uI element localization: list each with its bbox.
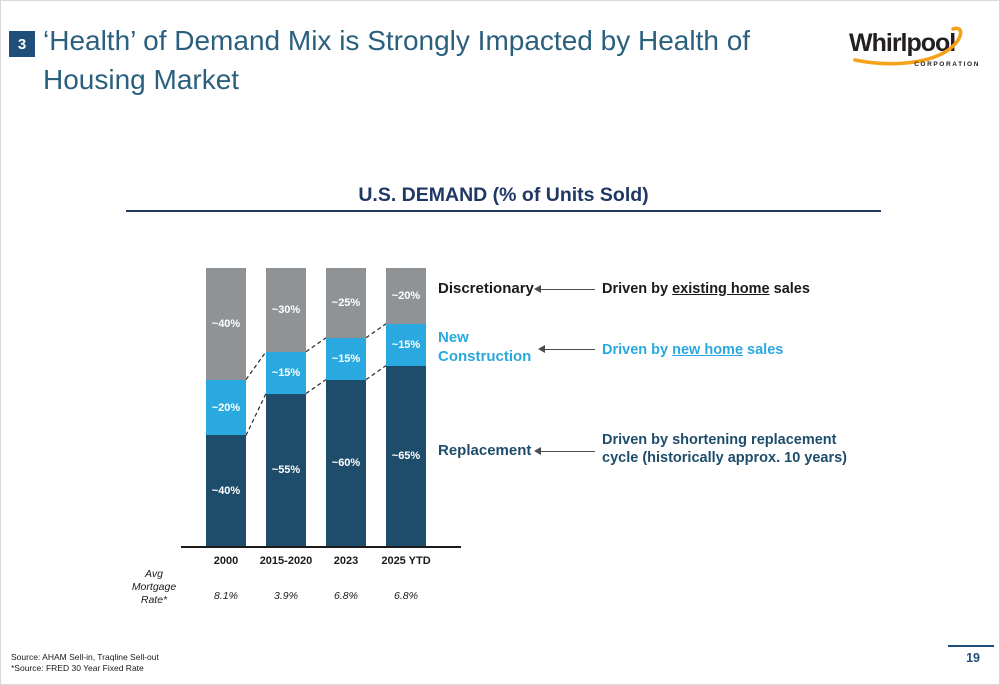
bar-2025-ytd: ~65% ~15% ~20% [386,268,426,547]
mortgage-rate-value-2000: 8.1% [214,590,238,602]
stacked-bar-chart: ~40% ~20% ~40% ~55% ~15% ~30% ~60% ~15% ~25% ~65%… [206,268,426,547]
segment-discretionary: ~30% [266,268,306,352]
desc-discretionary-suffix: sales [769,281,810,297]
source-footnote-line2: *Source: FRED 30 Year Fixed Rate [11,663,144,673]
segment-value-label: ~15% [271,366,301,379]
legend-new-construction-line2: Construction [438,348,532,365]
x-tick-2025-ytd: 2025 YTD [381,555,431,567]
slide-title-line2: Housing Market [43,64,240,95]
desc-discretionary: Driven by existing home sales [602,281,810,299]
desc-discretionary-prefix: Driven by [602,281,673,297]
mortgage-rate-label-line1: Avg [145,568,163,580]
segment-value-label: ~65% [391,450,421,463]
segment-value-label: ~40% [211,485,241,498]
mortgage-rate-label-line3: Rate* [140,594,168,606]
source-footnote: Source: AHAM Sell-in, Traqline Sell-out … [11,652,159,674]
arrow-head-icon [534,285,541,293]
bar-2000: ~40% ~20% ~40% [206,268,246,547]
legend-new-construction-line1: New [438,329,469,346]
segment-value-label: ~20% [391,289,421,302]
logo-subtext: CORPORATION [914,61,980,68]
mortgage-rate-value-2015-2020: 3.9% [274,590,298,602]
segment-value-label: ~40% [211,317,241,330]
arrow-head-icon [534,447,541,455]
segment-value-label: ~25% [331,296,361,309]
page-number: 19 [966,651,980,665]
x-tick-2000: 2000 [213,555,239,567]
desc-new-construction: Driven by new home sales [602,342,783,360]
legend-replacement: Replacement [438,442,532,459]
legend-discretionary: Discretionary [438,280,534,297]
whirlpool-logo-graphic: Whirlpool CORPORATION [849,26,980,68]
x-tick-2015-2020: 2015-2020 [259,555,313,567]
slide-number-badge: 3 [9,31,35,57]
slide-title: ‘Health’ of Demand Mix is Strongly Impac… [43,21,853,99]
segment-value-label: ~15% [331,352,361,365]
mortgage-rate-value-2025-ytd: 6.8% [394,590,418,602]
segment-new-construction: ~20% [206,379,246,436]
logo-swoosh-icon [853,26,963,66]
page-number-rule [948,645,994,647]
bar-2023: ~60% ~15% ~25% [326,268,366,547]
x-axis-line [181,546,461,548]
segment-replacement: ~60% [326,379,366,547]
desc-new-construction-prefix: Driven by [602,342,673,358]
segment-new-construction: ~15% [326,337,366,380]
desc-new-construction-underlined: new home [672,342,744,358]
segment-value-label: ~15% [391,338,421,351]
desc-replacement-line1: Driven by shortening replacement [602,432,837,448]
arrow-replacement [534,447,595,455]
legend-new-construction: New Construction [438,328,531,366]
desc-discretionary-underlined: existing home [672,281,770,297]
chart-title-rule [126,210,881,212]
arrow-new-construction [538,345,595,353]
segment-value-label: ~20% [211,401,241,414]
mortgage-rate-value-2023: 6.8% [334,590,358,602]
segment-replacement: ~65% [386,365,426,547]
segment-new-construction: ~15% [386,323,426,366]
segment-replacement: ~40% [206,435,246,547]
slide-title-line1: ‘Health’ of Demand Mix is Strongly Impac… [43,25,751,56]
segment-value-label: ~60% [331,457,361,470]
bar-2015-2020: ~55% ~15% ~30% [266,268,306,547]
chart-title: U.S. DEMAND (% of Units Sold) [358,184,649,206]
desc-replacement-line2: cycle (historically approx. 10 years) [602,449,848,466]
segment-replacement: ~55% [266,393,306,547]
mortgage-rate-label: Avg Mortgage Rate* [124,568,184,607]
whirlpool-logo: Whirlpool CORPORATION [847,21,987,73]
x-tick-2023: 2023 [333,555,359,567]
desc-new-construction-suffix: sales [743,342,784,358]
segment-new-construction: ~15% [266,351,306,394]
mortgage-rate-label-line2: Mortgage [131,581,177,593]
segment-discretionary: ~20% [386,268,426,324]
arrow-head-icon [538,345,545,353]
arrow-discretionary [534,285,595,293]
desc-replacement: Driven by shortening replacement cycle (… [602,432,847,467]
segment-value-label: ~55% [271,464,301,477]
source-footnote-line1: Source: AHAM Sell-in, Traqline Sell-out [11,652,159,662]
segment-discretionary: ~25% [326,268,366,338]
segment-discretionary: ~40% [206,268,246,380]
segment-value-label: ~30% [271,303,301,316]
logo-wordmark: Whirlpool [849,29,955,57]
